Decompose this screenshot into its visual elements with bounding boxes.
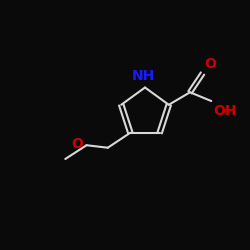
Text: O: O [204,57,216,71]
Text: OH: OH [213,104,237,118]
Text: NH: NH [132,69,156,83]
Text: O: O [72,137,84,151]
